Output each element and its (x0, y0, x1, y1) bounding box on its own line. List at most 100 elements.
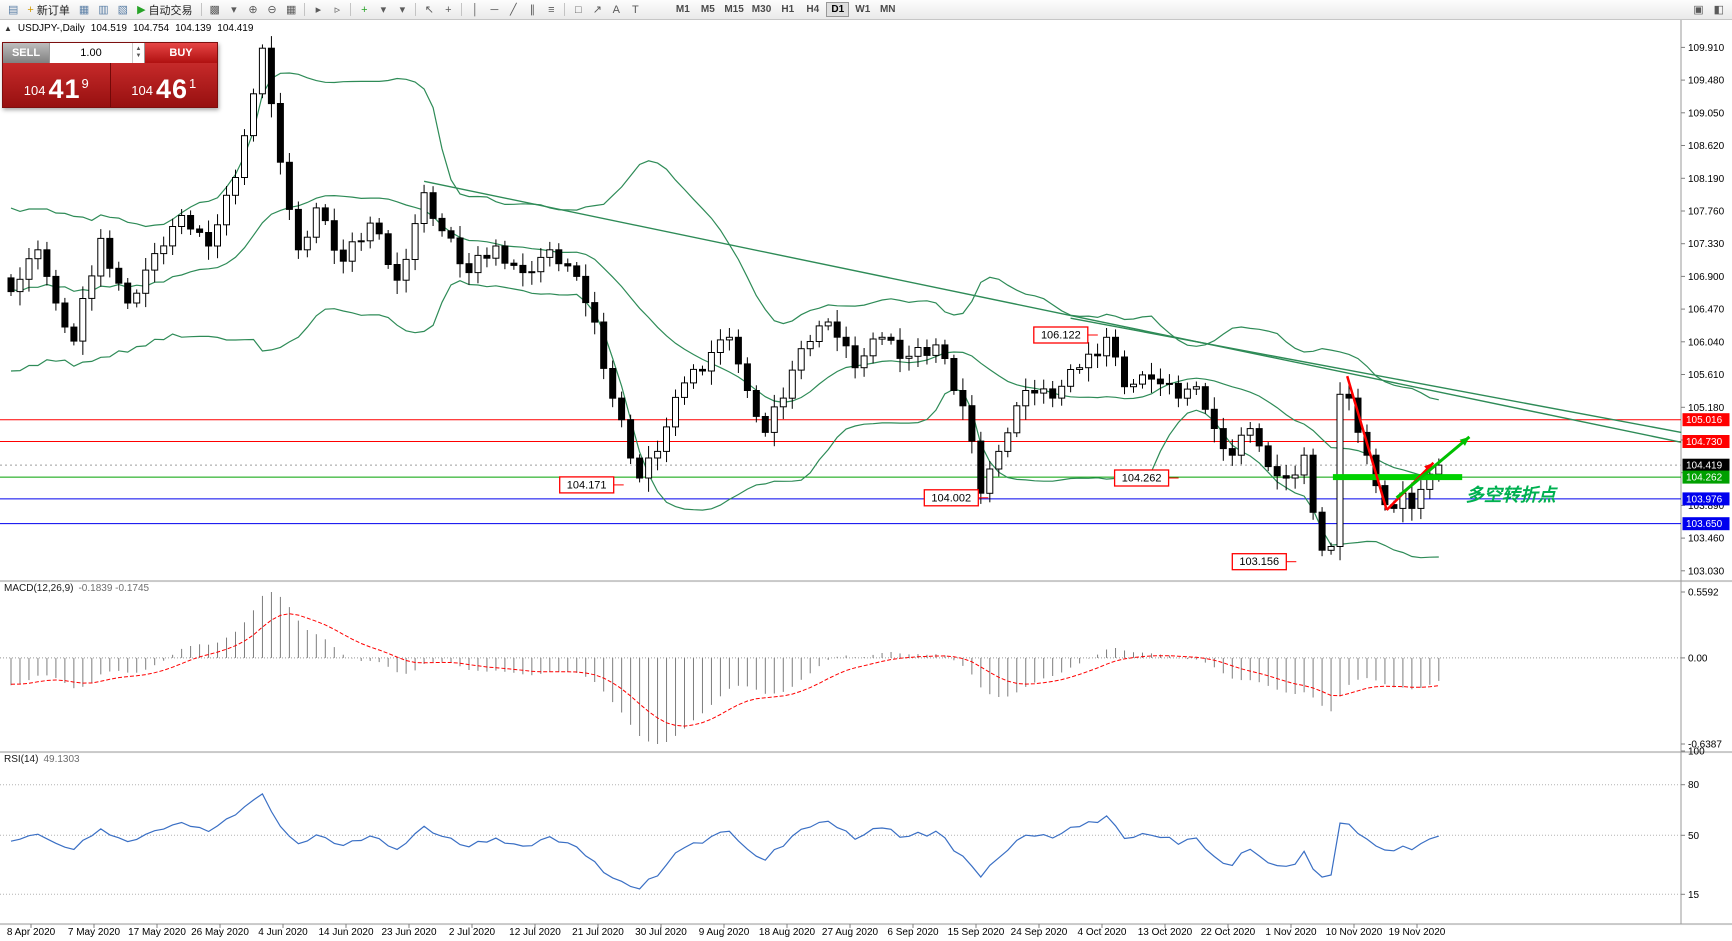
candle-body (564, 263, 572, 267)
candle-body (492, 245, 500, 259)
candle-body (7, 277, 15, 293)
lot-spinner-down-icon[interactable]: ▼ (135, 53, 142, 59)
chart-shift-icon[interactable]: ▹ (328, 2, 346, 18)
price-tag[interactable] (1682, 458, 1730, 472)
horizontal-line-icon[interactable]: ─ (485, 2, 503, 18)
candle-body (627, 419, 635, 459)
date-axis-label[interactable]: 7 May 2020 (68, 927, 121, 938)
arrows-icon[interactable]: ↗ (588, 2, 606, 18)
zoom-out-icon[interactable]: ⊖ (263, 2, 281, 18)
new-order-button[interactable]: + 新订单 (23, 2, 73, 18)
toolbar-separator (461, 3, 463, 16)
candle-body (968, 405, 976, 442)
price-tag[interactable] (1682, 470, 1730, 484)
date-axis-label[interactable]: 21 Jul 2020 (572, 927, 624, 938)
price-tag[interactable] (1682, 492, 1730, 506)
templates-dropdown[interactable]: ▾ (393, 2, 411, 18)
price-tag[interactable] (1682, 413, 1730, 427)
date-axis-label[interactable]: 13 Oct 2020 (1138, 927, 1193, 938)
fullscreen-icon[interactable]: ◧ (1713, 4, 1724, 16)
date-axis-label[interactable]: 8 Apr 2020 (7, 927, 56, 938)
text-icon[interactable]: A (607, 2, 625, 18)
cursor-icon[interactable]: ↖ (420, 2, 438, 18)
profiles-icon[interactable]: ▾ (225, 2, 243, 18)
timeframe-H4[interactable]: H4 (806, 4, 820, 15)
date-axis-label[interactable]: 14 Jun 2020 (318, 927, 373, 938)
date-axis-label[interactable]: 26 May 2020 (191, 927, 249, 938)
buy-price[interactable]: 104 46 1 (111, 63, 218, 107)
zoom-in-icon[interactable]: ⊕ (244, 2, 262, 18)
chart-window-icon-glyph: ▦ (78, 4, 90, 16)
timeframe-M30[interactable]: M30 (751, 4, 772, 15)
price-tag[interactable] (1682, 435, 1730, 448)
candle-body (1004, 432, 1012, 452)
date-axis-label[interactable]: 17 May 2020 (128, 927, 186, 938)
date-axis-label[interactable]: 12 Jul 2020 (509, 927, 561, 938)
autotrading-button[interactable]: ▶ 自动交易 (133, 2, 196, 18)
trendline-icon[interactable]: ╱ (504, 2, 522, 18)
chart-window-icon[interactable]: ▦ (75, 2, 93, 18)
autoscroll-icon[interactable]: ▸ (309, 2, 327, 18)
buy-button[interactable]: BUY (145, 43, 217, 63)
text-label-icon[interactable]: T (626, 2, 644, 18)
date-axis-label[interactable]: 4 Oct 2020 (1078, 927, 1127, 938)
oneclick-toggle-icon[interactable]: ▲ (4, 24, 12, 33)
channel-icon[interactable]: ∥ (523, 2, 541, 18)
timeframe-M1[interactable]: M1 (675, 4, 690, 15)
data-window-icon[interactable]: ▥ (94, 2, 112, 18)
date-axis-label[interactable]: 15 Sep 2020 (948, 927, 1005, 938)
timeframe-H1[interactable]: H1 (781, 4, 795, 15)
date-axis-label[interactable]: 6 Sep 2020 (887, 927, 939, 938)
support-zone-bar[interactable] (1332, 474, 1463, 481)
indicators-button[interactable]: + (355, 2, 373, 18)
date-axis-label[interactable]: 18 Aug 2020 (759, 927, 816, 938)
turning-point-annotation[interactable]: 多空转折点 (1466, 485, 1559, 505)
new-chart-icon[interactable]: ▩ (206, 2, 224, 18)
market-watch-icon[interactable]: ▤ (4, 2, 22, 18)
sell-button[interactable]: SELL (3, 43, 49, 63)
timeframe-W1[interactable]: W1 (855, 4, 871, 15)
date-axis-label[interactable]: 2 Jul 2020 (449, 927, 496, 938)
price-tag[interactable] (1682, 517, 1730, 531)
docking-icon[interactable]: ▣ (1693, 4, 1704, 16)
date-axis-label[interactable]: 22 Oct 2020 (1201, 927, 1256, 938)
fibonacci-icon[interactable]: ≡ (542, 2, 560, 18)
date-axis-label[interactable]: 19 Nov 2020 (1389, 927, 1446, 938)
navigator-icon[interactable]: ▧ (114, 2, 132, 18)
date-axis-label[interactable]: 9 Aug 2020 (699, 927, 750, 938)
red-down-leg[interactable] (1346, 375, 1388, 511)
toolbar-right-icons: ▣ ◧ (1689, 2, 1728, 18)
trendline[interactable] (1070, 317, 1682, 434)
date-axis-label[interactable]: 4 Jun 2020 (258, 927, 308, 938)
date-axis-label[interactable]: 1 Nov 2020 (1265, 927, 1317, 938)
crosshair-icon[interactable]: + (439, 2, 457, 18)
timeframe-MN[interactable]: MN (879, 4, 896, 15)
date-axis-label[interactable]: 27 Aug 2020 (822, 927, 879, 938)
date-axis-label[interactable]: 10 Nov 2020 (1326, 927, 1383, 938)
date-axis-label[interactable]: 24 Sep 2020 (1011, 927, 1068, 938)
candle-body (1112, 336, 1119, 358)
timeframe-D1[interactable]: D1 (826, 2, 850, 17)
date-axis-label[interactable]: 30 Jul 2020 (635, 927, 687, 938)
vertical-line-icon[interactable]: │ (466, 2, 484, 18)
lot-spinner-up-icon[interactable]: ▲ (135, 46, 142, 52)
date-axis-label[interactable]: 23 Jun 2020 (381, 927, 436, 938)
tile-windows-icon[interactable]: ▦ (282, 2, 300, 18)
timeframe-M15[interactable]: M15 (724, 4, 744, 15)
price-axis-label: 106.900 (1688, 272, 1725, 283)
toolbar-separator (350, 3, 352, 16)
periods-dropdown[interactable]: ▾ (374, 2, 392, 18)
sell-price[interactable]: 104 41 9 (3, 63, 111, 107)
price-label-text: 103.156 (1239, 556, 1279, 568)
candle-body (223, 194, 230, 226)
trendline[interactable] (423, 180, 1682, 443)
shapes-icon[interactable]: □ (569, 2, 587, 18)
autotrading-button-glyph: ▶ (137, 4, 146, 16)
lot-size-input[interactable] (50, 43, 132, 63)
bollinger-lower-band (10, 280, 1439, 559)
annotation-arrow-shaft[interactable] (1395, 435, 1471, 499)
timeframe-M5[interactable]: M5 (700, 4, 715, 15)
price-label-text: 104.171 (567, 479, 607, 491)
candle-body (1210, 408, 1218, 429)
